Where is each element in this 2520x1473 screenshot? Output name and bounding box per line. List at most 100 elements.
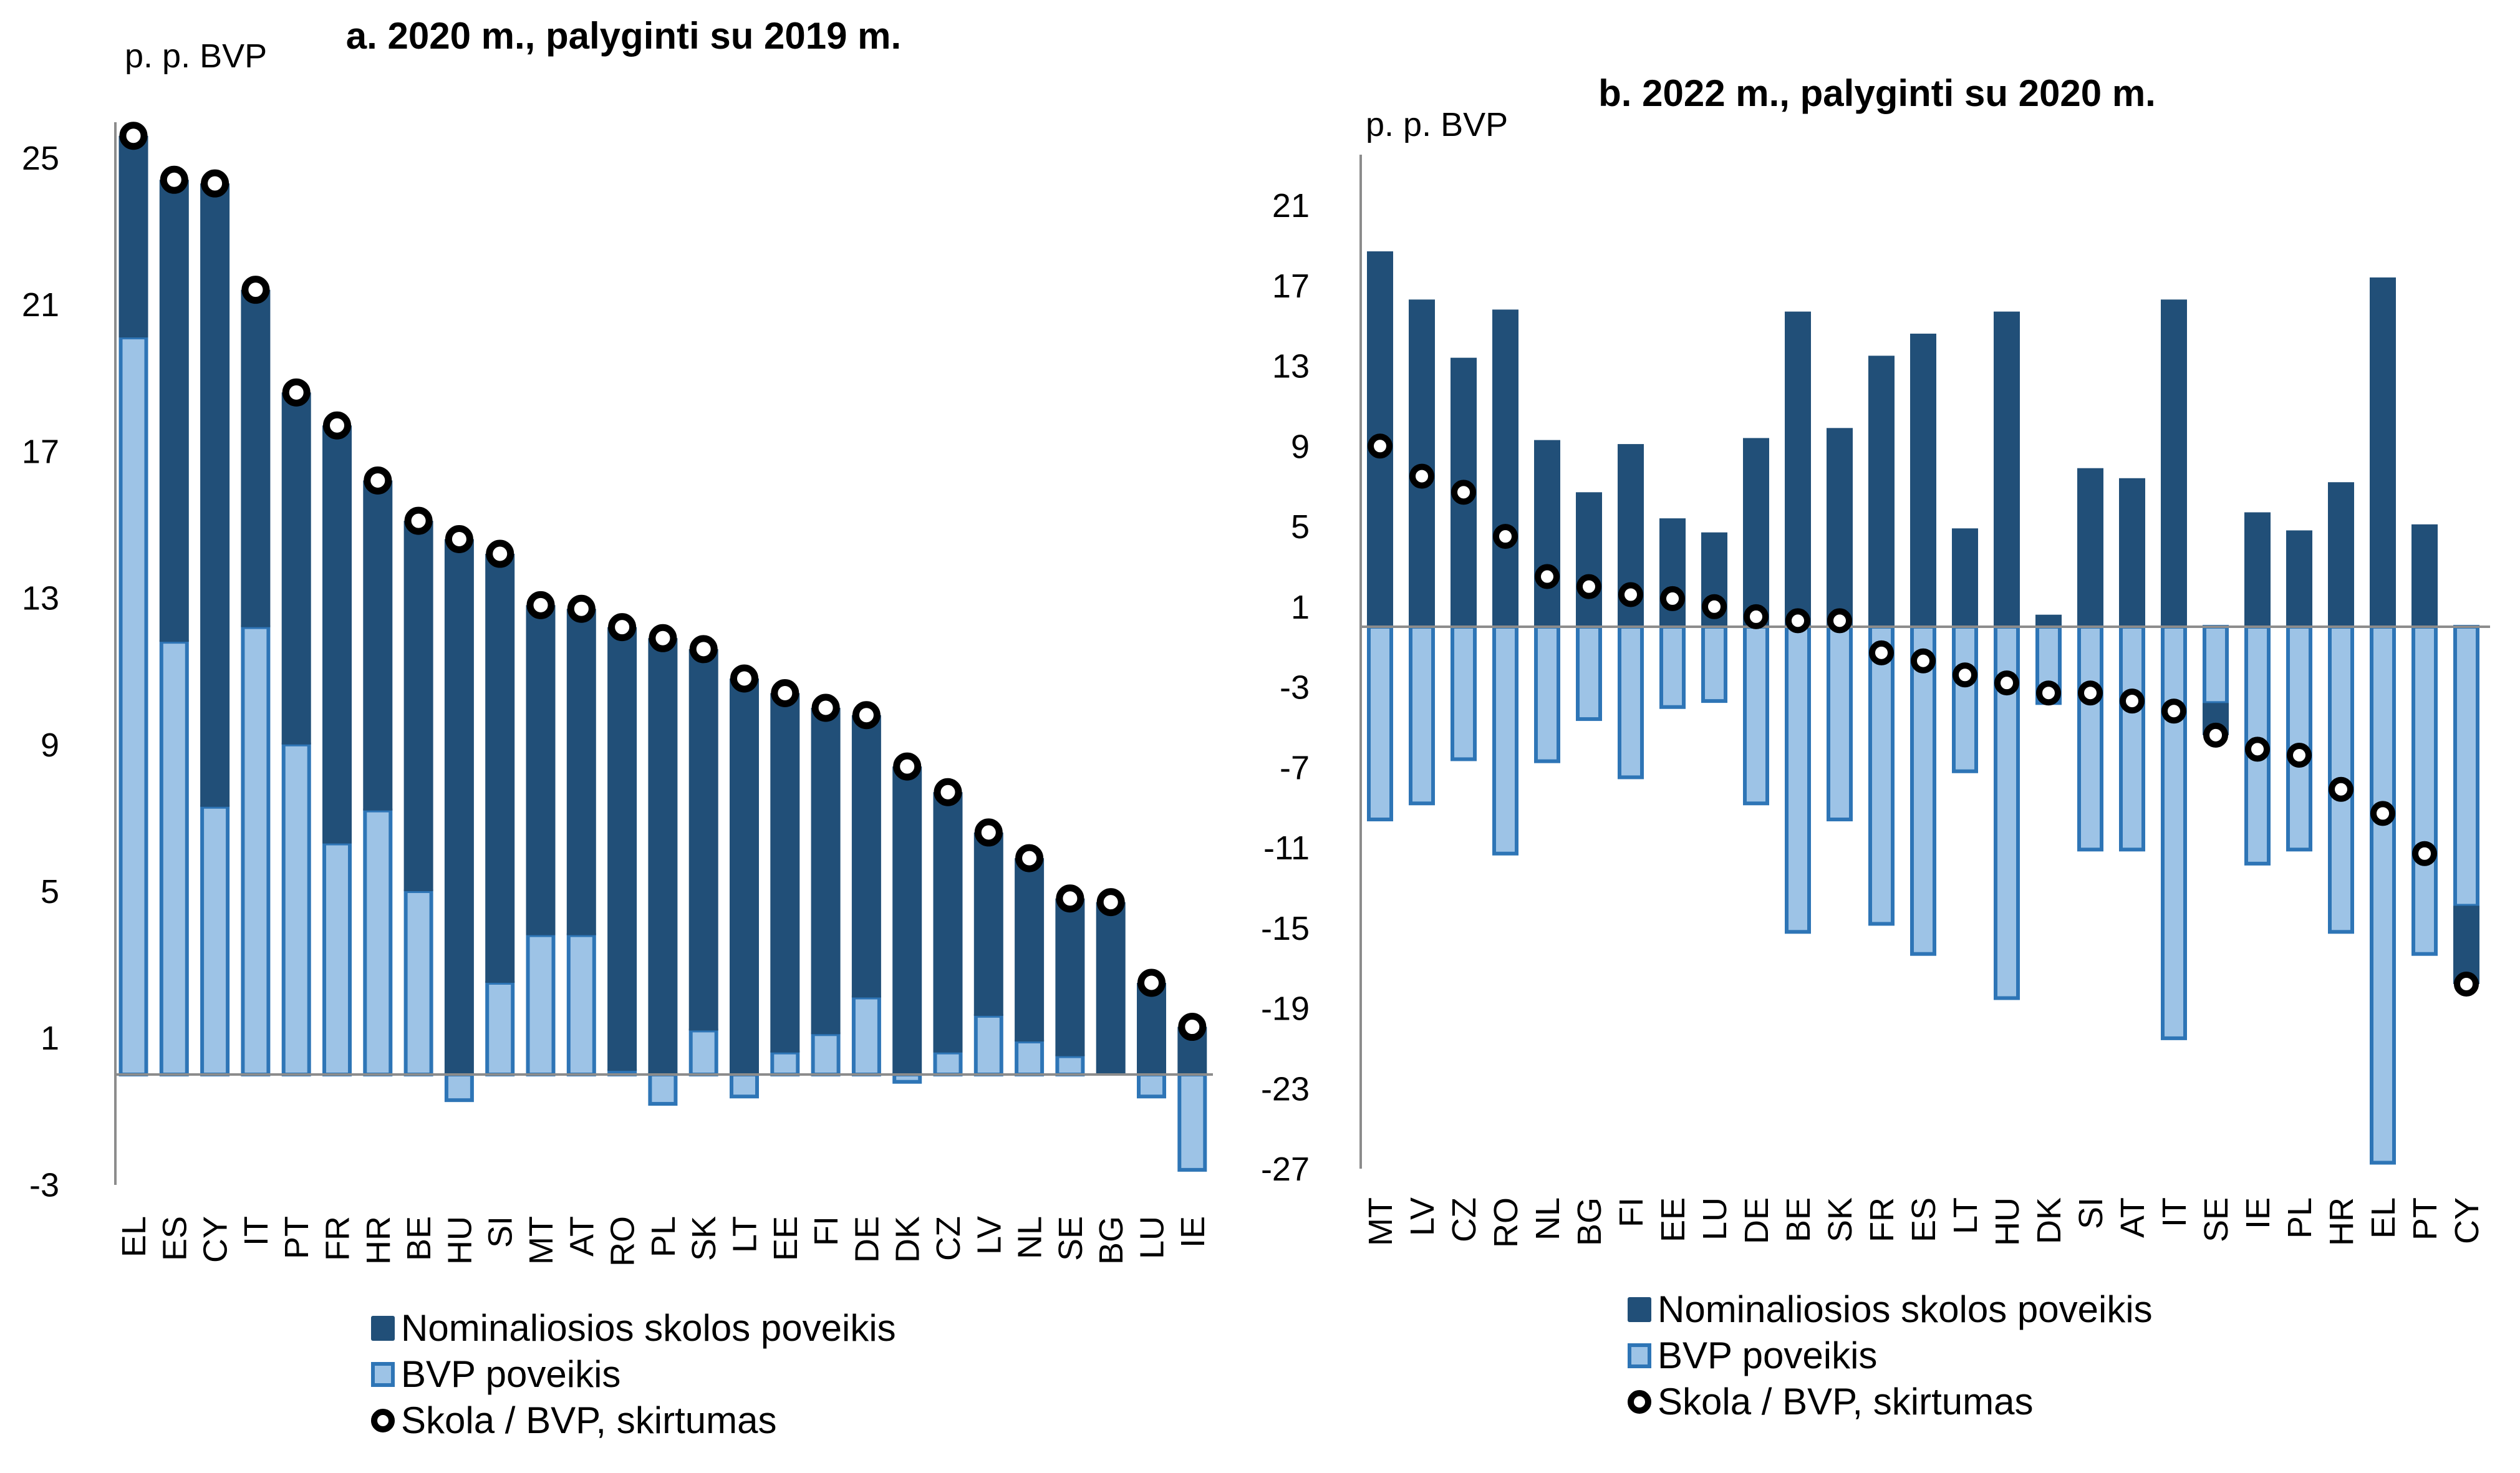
legend-item-0: Nominaliosios skolos poveikis — [1628, 1288, 2153, 1330]
legend-ring-marker-icon — [371, 1409, 395, 1432]
bar-nominal-debt-effect-it — [2161, 299, 2187, 627]
y-tick-label: 5 — [1291, 508, 1310, 546]
bar-gdp-effect-si — [485, 981, 515, 1076]
x-category-label: PT — [278, 1216, 316, 1259]
y-tick-label: 17 — [1272, 268, 1310, 305]
marker-debt-ratio-change-es — [160, 165, 188, 194]
marker-debt-ratio-change-ie — [1178, 1013, 1207, 1041]
bar-nominal-debt-effect-lt — [1952, 528, 1978, 627]
bar-nominal-debt-effect-nl — [1534, 440, 1560, 627]
marker-debt-ratio-change-bg — [1096, 888, 1125, 917]
bar-nominal-debt-effect-sk — [688, 649, 718, 1031]
legend-item-2: Skola / BVP, skirtumas — [371, 1399, 776, 1441]
marker-debt-ratio-change-at — [2120, 688, 2145, 714]
panel-b-bars — [1367, 251, 2479, 1165]
bar-nominal-debt-effect-cy — [2453, 906, 2479, 984]
legend-ring-marker-icon — [1628, 1390, 1651, 1414]
bar-gdp-effect-lu — [1137, 1073, 1166, 1099]
bar-gdp-effect-si — [2077, 625, 2103, 852]
marker-debt-ratio-change-de — [1744, 604, 1769, 629]
y-tick-label: 1 — [1291, 589, 1310, 626]
x-category-label: MT — [523, 1216, 560, 1265]
bar-nominal-debt-effect-sk — [1827, 428, 1853, 627]
marker-debt-ratio-change-pt — [2412, 841, 2437, 866]
bar-gdp-effect-mt — [1367, 625, 1393, 822]
x-category-label: MT — [1362, 1197, 1399, 1246]
marker-debt-ratio-change-be — [404, 506, 433, 535]
bar-gdp-effect-at — [566, 933, 596, 1077]
bar-nominal-debt-effect-ro — [1492, 309, 1518, 627]
panel-a-axes — [114, 122, 1213, 1185]
y-tick-label: 21 — [22, 286, 59, 324]
marker-debt-ratio-change-pl — [2287, 743, 2312, 768]
bar-gdp-effect-mt — [526, 933, 556, 1077]
marker-debt-ratio-change-bg — [1576, 574, 1601, 599]
bar-nominal-debt-effect-pt — [281, 392, 311, 745]
legend-light-square-icon — [371, 1362, 395, 1387]
bar-gdp-effect-ee — [1659, 625, 1686, 709]
y-tick-label: 21 — [1272, 187, 1310, 225]
bar-gdp-effect-pl — [2286, 625, 2312, 852]
x-category-label: FI — [808, 1216, 845, 1246]
marker-debt-ratio-change-fi — [811, 693, 840, 722]
x-category-label: ES — [1905, 1197, 1943, 1242]
bar-gdp-effect-cz — [1451, 625, 1477, 761]
y-tick-label: -11 — [1263, 829, 1310, 867]
y-tick-label: -19 — [1261, 990, 1310, 1028]
bar-nominal-debt-effect-bg — [1096, 902, 1126, 1075]
legend-label: BVP poveikis — [401, 1353, 620, 1395]
marker-debt-ratio-change-fr — [323, 411, 351, 440]
x-category-label: BG — [1093, 1216, 1130, 1265]
bar-gdp-effect-cy — [200, 804, 230, 1076]
bar-nominal-debt-effect-es — [159, 180, 189, 642]
bar-gdp-effect-lt — [1952, 625, 1978, 773]
bar-nominal-debt-effect-hr — [2328, 482, 2354, 627]
y-tick-label: -7 — [1280, 749, 1310, 786]
y-tick-label: -3 — [1280, 669, 1310, 707]
legend-label: Skola / BVP, skirtumas — [401, 1399, 776, 1441]
panel-a-y-ticks: 25 21 17 13 9 5 1 -3 — [22, 140, 59, 1204]
bar-nominal-debt-effect-bg — [1576, 492, 1602, 627]
bar-nominal-debt-effect-si — [485, 554, 515, 983]
panel-a-unit-label: p. p. BVP — [125, 37, 267, 75]
marker-debt-ratio-change-se — [1056, 884, 1084, 913]
x-category-label: DE — [848, 1216, 886, 1263]
marker-debt-ratio-change-dk — [2036, 680, 2061, 706]
bar-nominal-debt-effect-fr — [1868, 355, 1895, 627]
y-tick-label: 9 — [41, 727, 59, 764]
bar-nominal-debt-effect-lv — [1409, 299, 1435, 627]
x-category-label: CY — [197, 1216, 234, 1263]
x-category-label: AT — [563, 1216, 601, 1257]
bar-nominal-debt-effect-ee — [770, 693, 800, 1053]
x-category-label: LU — [1134, 1216, 1171, 1259]
x-category-label: FR — [319, 1216, 357, 1261]
bar-gdp-effect-lv — [1409, 625, 1435, 806]
panel-b-title: b. 2022 m., palyginti su 2020 m. — [1598, 72, 2156, 114]
x-category-label: BE — [400, 1216, 438, 1261]
bar-gdp-effect-sk — [688, 1028, 718, 1076]
bar-gdp-effect-lu — [1701, 625, 1727, 703]
legend-item-0: Nominaliosios skolos poveikis — [371, 1307, 896, 1349]
x-category-label: IE — [1174, 1216, 1212, 1248]
bar-gdp-effect-ro — [1492, 625, 1518, 856]
marker-debt-ratio-change-lu — [1137, 968, 1166, 997]
x-category-label: EL — [115, 1216, 153, 1257]
x-category-label: LV — [970, 1216, 1008, 1255]
marker-debt-ratio-change-se — [2203, 722, 2228, 748]
x-category-label: EE — [1654, 1197, 1692, 1242]
marker-debt-ratio-change-lt — [1953, 662, 1977, 688]
bar-nominal-debt-effect-cy — [200, 183, 230, 807]
marker-debt-ratio-change-ro — [608, 613, 637, 642]
marker-debt-ratio-change-lt — [730, 664, 758, 693]
legend-item-1: BVP poveikis — [371, 1353, 620, 1395]
bar-gdp-effect-ie — [1177, 1073, 1207, 1172]
bar-gdp-effect-cz — [933, 1050, 963, 1076]
x-category-label: BE — [1780, 1197, 1817, 1242]
bar-gdp-effect-de — [1743, 625, 1769, 806]
panel-b-legend: Nominaliosios skolos poveikis BVP poveiki… — [1628, 1288, 2153, 1422]
panel-b-unit-label: p. p. BVP — [1366, 106, 1508, 143]
x-category-label: PL — [645, 1216, 682, 1257]
x-category-label: NL — [1529, 1197, 1567, 1240]
x-category-label: LT — [727, 1216, 764, 1253]
